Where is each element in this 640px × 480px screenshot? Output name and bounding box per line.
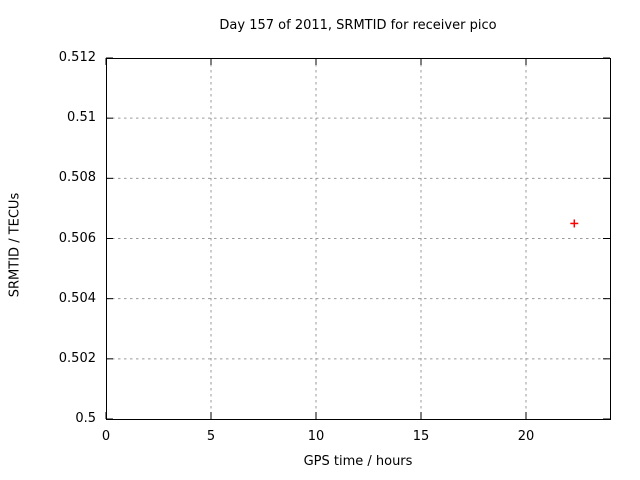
y-tick-label: 0.51 bbox=[67, 110, 96, 126]
x-tick-label: 5 bbox=[206, 429, 216, 444]
x-tick-label: 15 bbox=[412, 429, 430, 444]
y-tick-label: 0.506 bbox=[58, 230, 96, 246]
y-tick-label: 0.512 bbox=[58, 50, 96, 65]
x-axis-label: GPS time / hours bbox=[303, 454, 413, 469]
y-tick-label: 0.5 bbox=[75, 411, 96, 426]
y-tick-label: 0.508 bbox=[58, 170, 96, 186]
x-tick-label: 10 bbox=[307, 429, 325, 444]
x-tick-label: 0 bbox=[101, 429, 111, 444]
chart-title: Day 157 of 2011, SRMTID for receiver pic… bbox=[219, 18, 497, 33]
y-tick-label: 0.504 bbox=[58, 290, 96, 306]
y-tick-label: 0.502 bbox=[58, 350, 96, 366]
x-tick-label: 20 bbox=[517, 429, 535, 444]
